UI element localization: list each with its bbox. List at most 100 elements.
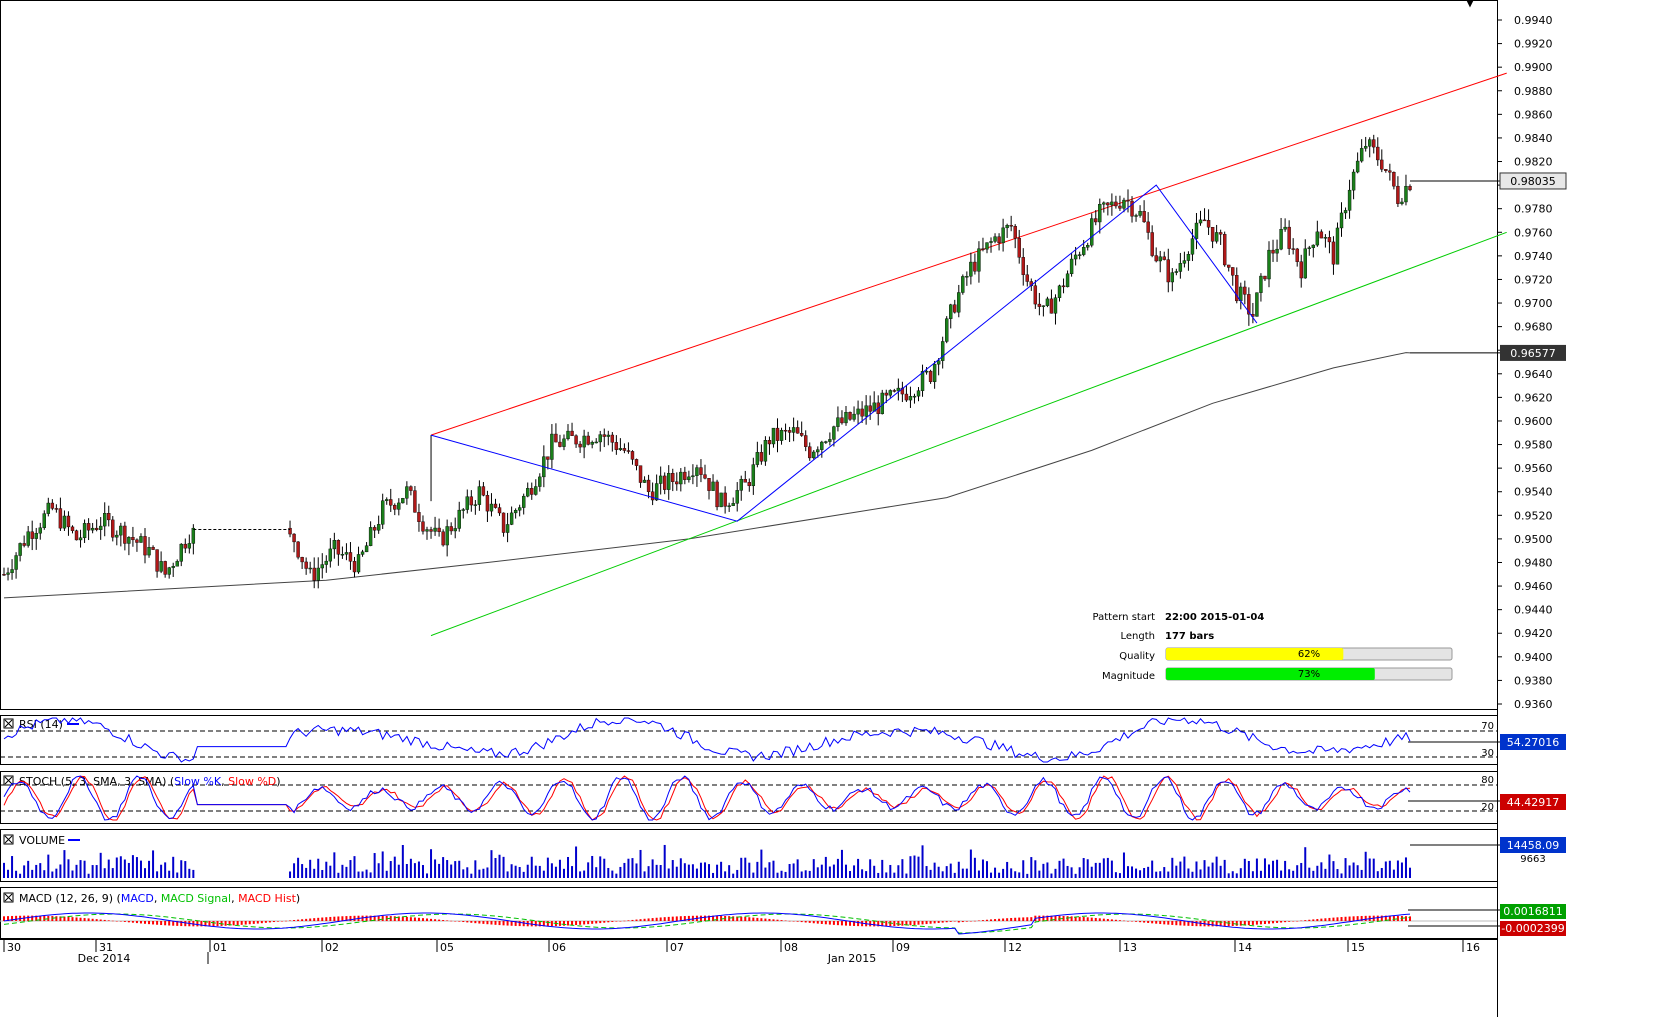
macd-hist-bar	[792, 921, 795, 922]
volume-bar	[309, 859, 312, 878]
candle-body	[1243, 286, 1247, 295]
price-tick-label: 0.9780	[1514, 203, 1553, 216]
macd-hist-bar	[1098, 918, 1101, 921]
volume-bar	[293, 863, 296, 878]
volume-bar	[969, 849, 972, 878]
candle-body	[836, 417, 840, 427]
macd-hist-bar	[421, 918, 424, 921]
volume-bar	[1131, 866, 1134, 878]
macd-hist-bar	[204, 921, 207, 927]
macd-hist-bar	[1038, 915, 1041, 921]
volume-bar	[994, 867, 997, 878]
volume-bar	[1122, 852, 1125, 878]
macd-hist-bar	[59, 916, 62, 921]
volume-bar	[591, 855, 594, 878]
candle-body	[433, 527, 437, 532]
macd-hist-bar	[1126, 920, 1129, 922]
candle-body	[546, 456, 550, 460]
price-axis: 0.9940 0.9920 0.9900 0.9880 0.9860 0.9840 0.98…	[1497, 14, 1553, 711]
macd-hist-bar	[91, 918, 94, 921]
macd-hist-bar	[405, 916, 408, 921]
price-badges: 0.98035 0.96577	[1410, 172, 1567, 361]
volume-bar	[1090, 866, 1093, 878]
candle-body	[74, 530, 79, 541]
candle-body	[783, 429, 788, 432]
time-tick-label: 06	[552, 941, 566, 954]
volume-bar	[31, 869, 34, 878]
stoch-k-line	[3, 775, 1411, 821]
volume-bar	[313, 868, 316, 878]
volume-bar	[35, 864, 38, 878]
macd-hist-bar	[651, 918, 654, 921]
macd-hist-bar	[478, 921, 481, 924]
volume-bar	[1263, 858, 1266, 878]
macd-hist-bar	[144, 921, 147, 924]
macd-hist-bar	[1163, 921, 1166, 925]
volume-bar	[1280, 870, 1283, 878]
macd-hist-bar	[1042, 915, 1045, 921]
candle-body	[743, 479, 747, 483]
volume-bar	[421, 865, 424, 878]
volume-bar	[699, 862, 702, 878]
candle-body	[1347, 189, 1352, 211]
candle-body	[26, 531, 30, 546]
volume-bar	[1058, 860, 1061, 878]
candle-body	[1408, 185, 1412, 191]
volume-bar	[107, 859, 110, 878]
candle-body	[1198, 219, 1203, 224]
macd-hist-bar	[43, 915, 46, 921]
candle-body	[570, 430, 574, 436]
macd-hist-bar	[1066, 916, 1069, 921]
macd-hist-bar	[506, 921, 509, 926]
macd-hist-bar	[240, 921, 243, 925]
volume-bar	[977, 870, 980, 878]
price-tick-label: 0.9500	[1514, 533, 1553, 546]
macd-hist-bar	[321, 917, 324, 921]
volume-bar	[1400, 862, 1403, 878]
volume-bar	[1199, 869, 1202, 878]
macd-title-suffix: )	[296, 892, 300, 905]
volume-bar	[740, 857, 743, 878]
candle-body	[1214, 232, 1219, 242]
macd-hist-bar	[998, 918, 1001, 921]
volume-bar	[861, 869, 864, 878]
volume-bar	[454, 861, 457, 878]
candle-body	[662, 475, 667, 490]
volume-bar	[409, 858, 412, 878]
macd-hist-bar	[1175, 921, 1178, 926]
candle-body	[1126, 199, 1130, 202]
macd-hist-bar	[857, 921, 860, 927]
volume-bar	[176, 872, 179, 878]
macd-hist-bar	[534, 921, 537, 927]
stoch-pane-frame	[0, 771, 1498, 824]
macd-hist-bar	[176, 921, 179, 926]
candle-body	[634, 459, 639, 466]
candle-body	[1255, 292, 1259, 317]
macd-hist-bar	[1324, 918, 1327, 921]
macd-hist-bar	[252, 921, 255, 924]
macd-hist-bar	[1207, 921, 1210, 927]
candle-body	[590, 442, 594, 445]
macd-hist-bar	[236, 921, 239, 926]
volume-bar	[83, 860, 86, 878]
macd-hist-bar	[127, 921, 130, 923]
volume-bar	[953, 872, 956, 878]
volume-bar	[772, 860, 775, 878]
macd-hist-bar	[115, 921, 118, 922]
macd-hist-bar	[780, 920, 783, 921]
volume-bar	[526, 864, 529, 878]
volume-bar	[71, 870, 74, 878]
candle-body	[469, 496, 474, 506]
macd-hist-bar	[196, 921, 199, 927]
price-tick-label: 0.9480	[1514, 556, 1553, 569]
volume-bar	[558, 859, 561, 878]
macd-hist-bar	[1312, 919, 1315, 921]
candle-body	[1343, 210, 1348, 214]
time-axis: 30 31 01 02 05 06 07 08 09 12 13 14 15 16 Dec 2014 Jan …	[0, 939, 1497, 965]
top-marker-icon[interactable]: ▼	[1465, 0, 1475, 9]
candle-body	[119, 525, 123, 536]
candle-body	[352, 561, 357, 573]
volume-bar	[1167, 871, 1170, 878]
macd-hist-bar	[1267, 921, 1270, 924]
